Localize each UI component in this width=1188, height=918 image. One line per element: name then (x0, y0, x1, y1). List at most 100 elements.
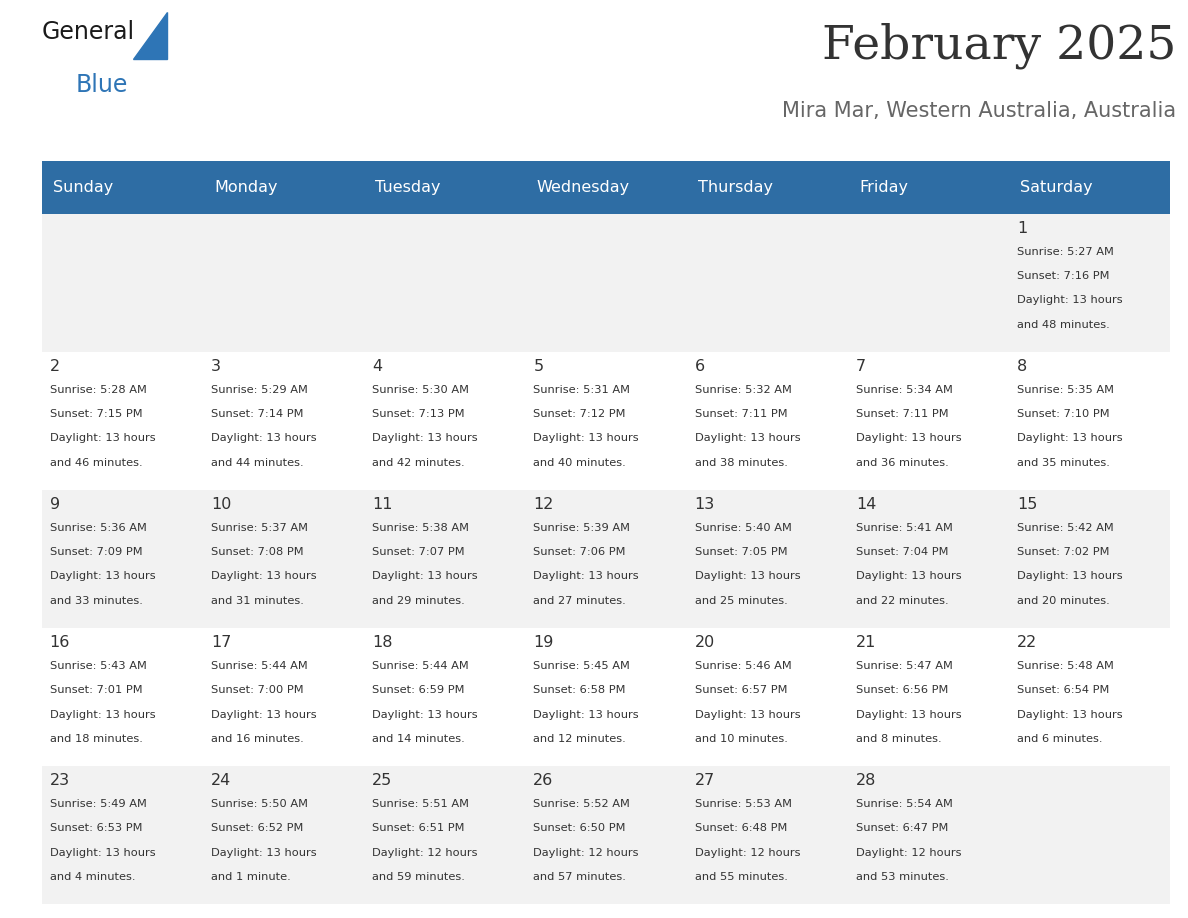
Text: 27: 27 (695, 773, 715, 788)
Text: Sunset: 6:58 PM: Sunset: 6:58 PM (533, 686, 626, 696)
FancyBboxPatch shape (687, 767, 848, 904)
Text: and 1 minute.: and 1 minute. (210, 872, 291, 882)
Text: Daylight: 13 hours: Daylight: 13 hours (210, 847, 316, 857)
Text: Blue: Blue (76, 73, 128, 97)
FancyBboxPatch shape (42, 352, 203, 490)
Text: Sunday: Sunday (53, 180, 113, 195)
Text: 20: 20 (695, 635, 715, 650)
Text: Sunrise: 5:35 AM: Sunrise: 5:35 AM (1017, 385, 1114, 395)
Text: 21: 21 (855, 635, 877, 650)
Text: and 55 minutes.: and 55 minutes. (695, 872, 788, 882)
FancyBboxPatch shape (42, 767, 203, 904)
Text: and 44 minutes.: and 44 minutes. (210, 457, 303, 467)
Text: Sunrise: 5:48 AM: Sunrise: 5:48 AM (1017, 661, 1114, 671)
Text: Sunrise: 5:42 AM: Sunrise: 5:42 AM (1017, 523, 1114, 533)
FancyBboxPatch shape (848, 214, 1009, 352)
FancyBboxPatch shape (687, 161, 848, 214)
FancyBboxPatch shape (42, 161, 203, 214)
Text: Sunrise: 5:49 AM: Sunrise: 5:49 AM (50, 800, 146, 810)
Text: Sunrise: 5:30 AM: Sunrise: 5:30 AM (372, 385, 469, 395)
Text: Sunrise: 5:45 AM: Sunrise: 5:45 AM (533, 661, 630, 671)
FancyBboxPatch shape (525, 628, 687, 767)
Text: and 40 minutes.: and 40 minutes. (533, 457, 626, 467)
Text: Sunset: 7:15 PM: Sunset: 7:15 PM (50, 409, 143, 420)
Text: Sunset: 7:10 PM: Sunset: 7:10 PM (1017, 409, 1110, 420)
Text: Daylight: 13 hours: Daylight: 13 hours (210, 433, 316, 443)
Text: Daylight: 13 hours: Daylight: 13 hours (50, 847, 156, 857)
FancyBboxPatch shape (364, 628, 525, 767)
Text: and 59 minutes.: and 59 minutes. (372, 872, 465, 882)
Text: Sunrise: 5:34 AM: Sunrise: 5:34 AM (855, 385, 953, 395)
Text: Thursday: Thursday (697, 180, 772, 195)
Text: Daylight: 13 hours: Daylight: 13 hours (372, 710, 478, 720)
Text: Sunset: 6:57 PM: Sunset: 6:57 PM (695, 686, 788, 696)
Text: and 10 minutes.: and 10 minutes. (695, 733, 788, 744)
Text: 17: 17 (210, 635, 232, 650)
Text: Daylight: 12 hours: Daylight: 12 hours (372, 847, 478, 857)
Text: Sunset: 6:54 PM: Sunset: 6:54 PM (1017, 686, 1110, 696)
Text: Wednesday: Wednesday (537, 180, 630, 195)
FancyBboxPatch shape (1009, 490, 1170, 628)
Text: Sunrise: 5:29 AM: Sunrise: 5:29 AM (210, 385, 308, 395)
Text: Sunrise: 5:50 AM: Sunrise: 5:50 AM (210, 800, 308, 810)
Text: and 16 minutes.: and 16 minutes. (210, 733, 304, 744)
Text: Daylight: 13 hours: Daylight: 13 hours (533, 710, 639, 720)
Text: and 33 minutes.: and 33 minutes. (50, 596, 143, 606)
Text: and 31 minutes.: and 31 minutes. (210, 596, 304, 606)
Text: Sunset: 7:01 PM: Sunset: 7:01 PM (50, 686, 143, 696)
FancyBboxPatch shape (1009, 767, 1170, 904)
Text: 8: 8 (1017, 359, 1028, 374)
FancyBboxPatch shape (364, 214, 525, 352)
Text: and 25 minutes.: and 25 minutes. (695, 596, 788, 606)
Text: Daylight: 13 hours: Daylight: 13 hours (695, 710, 801, 720)
Text: Sunrise: 5:54 AM: Sunrise: 5:54 AM (855, 800, 953, 810)
Text: Sunset: 7:07 PM: Sunset: 7:07 PM (372, 547, 465, 557)
Text: Sunrise: 5:44 AM: Sunrise: 5:44 AM (372, 661, 469, 671)
Text: Sunrise: 5:43 AM: Sunrise: 5:43 AM (50, 661, 146, 671)
FancyBboxPatch shape (42, 628, 203, 767)
Text: 11: 11 (372, 497, 392, 512)
Text: and 46 minutes.: and 46 minutes. (50, 457, 143, 467)
Text: Daylight: 13 hours: Daylight: 13 hours (210, 710, 316, 720)
FancyBboxPatch shape (525, 352, 687, 490)
Text: Sunset: 7:11 PM: Sunset: 7:11 PM (855, 409, 948, 420)
Text: and 53 minutes.: and 53 minutes. (855, 872, 949, 882)
Text: Daylight: 13 hours: Daylight: 13 hours (1017, 433, 1123, 443)
Text: Sunrise: 5:36 AM: Sunrise: 5:36 AM (50, 523, 146, 533)
Text: 18: 18 (372, 635, 392, 650)
Text: Daylight: 13 hours: Daylight: 13 hours (1017, 296, 1123, 306)
FancyBboxPatch shape (1009, 352, 1170, 490)
Text: Sunset: 7:05 PM: Sunset: 7:05 PM (695, 547, 788, 557)
Text: Sunset: 7:02 PM: Sunset: 7:02 PM (1017, 547, 1110, 557)
Text: 25: 25 (372, 773, 392, 788)
FancyBboxPatch shape (203, 490, 364, 628)
Text: Daylight: 13 hours: Daylight: 13 hours (695, 572, 801, 581)
Text: 2: 2 (50, 359, 59, 374)
Text: and 4 minutes.: and 4 minutes. (50, 872, 135, 882)
Text: 19: 19 (533, 635, 554, 650)
Polygon shape (133, 12, 166, 59)
FancyBboxPatch shape (525, 161, 687, 214)
Text: and 22 minutes.: and 22 minutes. (855, 596, 948, 606)
Text: Daylight: 13 hours: Daylight: 13 hours (50, 572, 156, 581)
Text: 26: 26 (533, 773, 554, 788)
Text: Sunset: 7:14 PM: Sunset: 7:14 PM (210, 409, 303, 420)
Text: and 36 minutes.: and 36 minutes. (855, 457, 948, 467)
Text: and 38 minutes.: and 38 minutes. (695, 457, 788, 467)
Text: and 8 minutes.: and 8 minutes. (855, 733, 941, 744)
Text: Daylight: 13 hours: Daylight: 13 hours (855, 572, 961, 581)
Text: Daylight: 12 hours: Daylight: 12 hours (855, 847, 961, 857)
Text: and 27 minutes.: and 27 minutes. (533, 596, 626, 606)
Text: 4: 4 (372, 359, 383, 374)
Text: February 2025: February 2025 (822, 23, 1176, 69)
Text: Sunset: 6:59 PM: Sunset: 6:59 PM (372, 686, 465, 696)
FancyBboxPatch shape (364, 161, 525, 214)
FancyBboxPatch shape (1009, 161, 1170, 214)
Text: Sunset: 7:13 PM: Sunset: 7:13 PM (372, 409, 465, 420)
Text: Daylight: 13 hours: Daylight: 13 hours (372, 572, 478, 581)
Text: 12: 12 (533, 497, 554, 512)
Text: Sunrise: 5:51 AM: Sunrise: 5:51 AM (372, 800, 469, 810)
Text: Sunset: 7:08 PM: Sunset: 7:08 PM (210, 547, 303, 557)
Text: Sunset: 7:00 PM: Sunset: 7:00 PM (210, 686, 303, 696)
Text: Daylight: 13 hours: Daylight: 13 hours (1017, 710, 1123, 720)
